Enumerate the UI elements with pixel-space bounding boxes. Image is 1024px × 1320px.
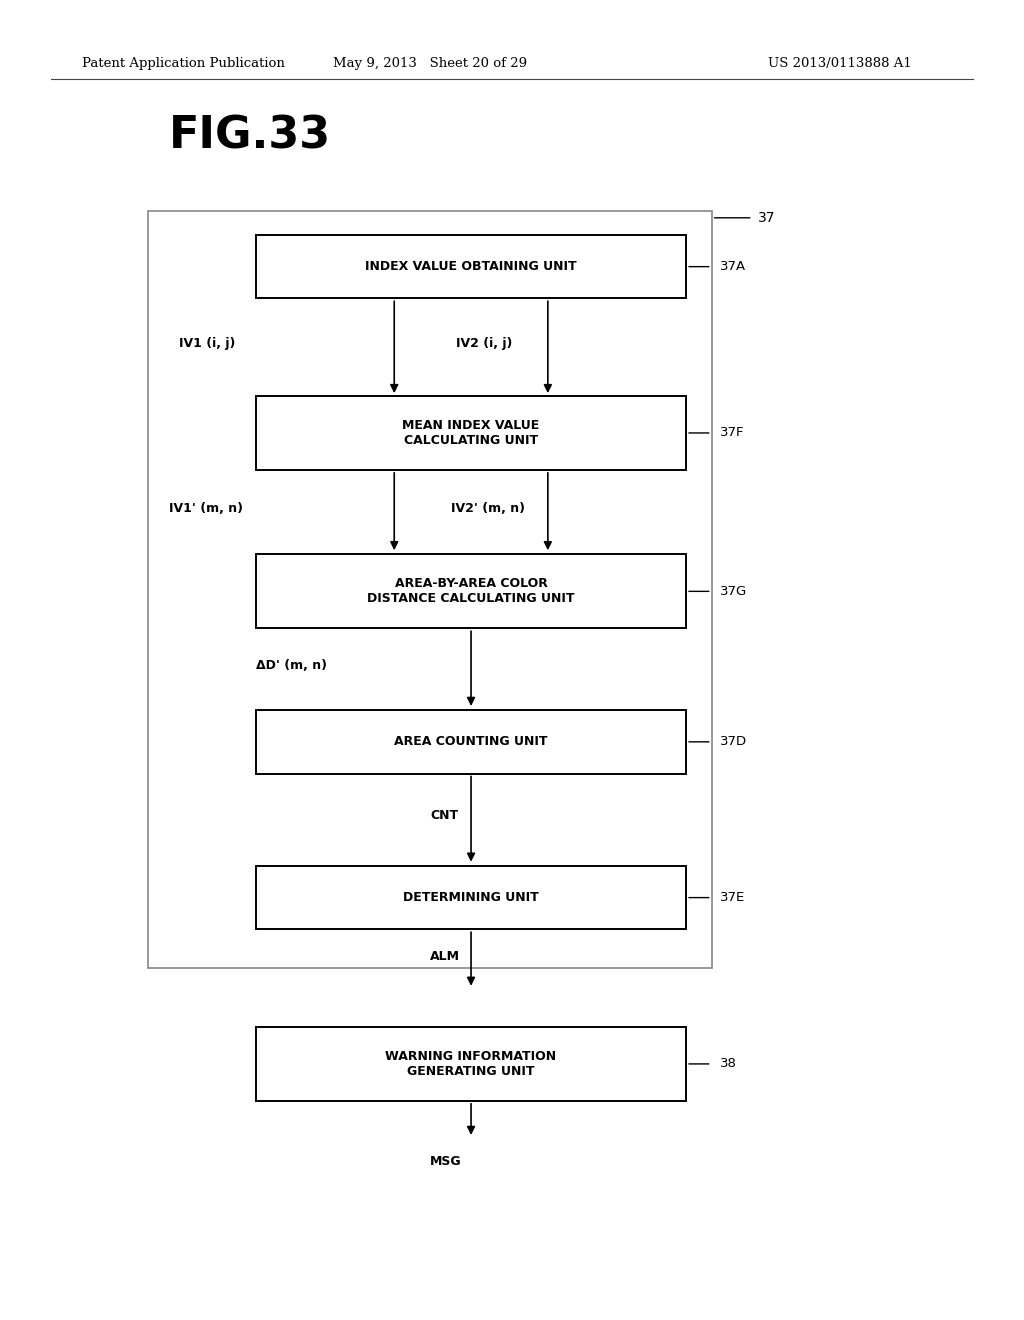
Text: 37E: 37E (720, 891, 745, 904)
Text: AREA-BY-AREA COLOR
DISTANCE CALCULATING UNIT: AREA-BY-AREA COLOR DISTANCE CALCULATING … (368, 577, 574, 606)
Text: MEAN INDEX VALUE
CALCULATING UNIT: MEAN INDEX VALUE CALCULATING UNIT (402, 418, 540, 447)
Text: MSG: MSG (430, 1155, 462, 1168)
Text: 37: 37 (758, 211, 775, 224)
Text: 37G: 37G (720, 585, 748, 598)
Text: IV1' (m, n): IV1' (m, n) (169, 502, 243, 515)
Bar (256, 866, 686, 929)
Text: 37D: 37D (720, 735, 746, 748)
Text: 37A: 37A (720, 260, 746, 273)
Text: ΔD' (m, n): ΔD' (m, n) (256, 659, 327, 672)
Text: IV2 (i, j): IV2 (i, j) (456, 337, 512, 350)
Text: May 9, 2013   Sheet 20 of 29: May 9, 2013 Sheet 20 of 29 (333, 57, 527, 70)
Bar (256, 710, 686, 774)
Text: WARNING INFORMATION
GENERATING UNIT: WARNING INFORMATION GENERATING UNIT (385, 1049, 557, 1078)
Text: 38: 38 (720, 1057, 736, 1071)
Text: FIG.33: FIG.33 (169, 115, 331, 157)
Bar (256, 554, 686, 628)
Text: IV2' (m, n): IV2' (m, n) (451, 502, 524, 515)
Bar (256, 1027, 686, 1101)
Text: Patent Application Publication: Patent Application Publication (82, 57, 285, 70)
Text: US 2013/0113888 A1: US 2013/0113888 A1 (768, 57, 911, 70)
Text: ALM: ALM (430, 950, 460, 964)
Text: IV1 (i, j): IV1 (i, j) (179, 337, 236, 350)
Bar (148, 211, 712, 968)
Text: INDEX VALUE OBTAINING UNIT: INDEX VALUE OBTAINING UNIT (366, 260, 577, 273)
Bar (256, 235, 686, 298)
Text: DETERMINING UNIT: DETERMINING UNIT (403, 891, 539, 904)
Text: CNT: CNT (430, 809, 458, 822)
Text: AREA COUNTING UNIT: AREA COUNTING UNIT (394, 735, 548, 748)
Bar (256, 396, 686, 470)
Text: 37F: 37F (720, 426, 744, 440)
